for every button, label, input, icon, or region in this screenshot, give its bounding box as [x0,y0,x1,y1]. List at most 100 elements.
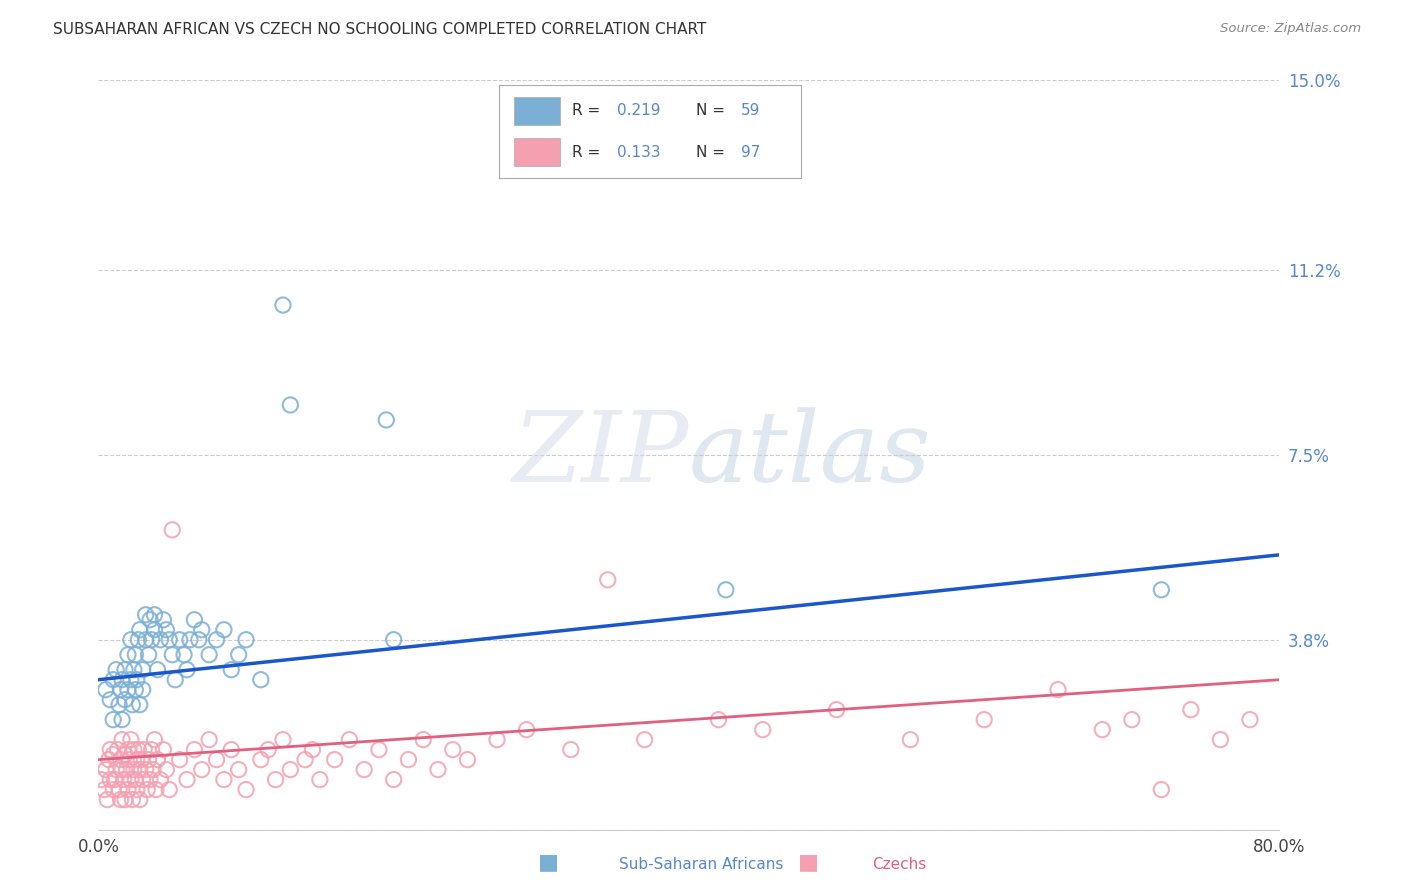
Point [198,732,221,747]
Point [117,742,139,756]
Point [191,623,214,637]
Point [125,673,148,687]
Point [105,763,128,777]
Point [235,632,257,647]
Point [122,763,145,777]
Point [191,763,214,777]
Point [120,732,142,747]
Point [900,732,922,747]
Point [165,673,187,687]
Text: SUBSAHARAN AFRICAN VS CZECH NO SCHOOLING COMPLETED CORRELATION CHART: SUBSAHARAN AFRICAN VS CZECH NO SCHOOLING… [53,22,707,37]
Point [96,792,118,806]
Point [1121,713,1143,727]
Point [596,573,619,587]
Point [339,732,361,747]
Point [173,648,195,662]
Point [1091,723,1114,737]
Point [122,663,145,677]
Point [128,792,150,806]
Point [176,663,198,677]
Point [257,742,280,756]
Text: R =: R = [572,145,605,160]
Point [162,648,183,662]
Point [176,772,198,787]
Point [103,782,125,797]
Point [398,753,420,767]
Point [143,607,166,622]
Text: Source: ZipAtlas.com: Source: ZipAtlas.com [1220,22,1361,36]
Point [157,782,180,797]
Point [250,673,273,687]
Text: 0.219: 0.219 [617,103,661,119]
Point [132,682,155,697]
Point [187,632,209,647]
Text: ■: ■ [538,853,558,872]
Point [228,763,250,777]
Point [368,742,391,756]
Point [127,632,149,647]
Point [138,753,160,767]
Point [143,623,166,637]
Point [309,772,332,787]
Point [112,772,135,787]
Point [221,742,243,756]
Point [169,632,191,647]
Text: 59: 59 [741,103,761,119]
Point [98,772,121,787]
Point [155,763,177,777]
Text: 97: 97 [741,145,761,160]
Point [375,413,398,427]
Point [1150,582,1173,597]
Point [135,632,157,647]
Point [111,732,134,747]
Point [516,723,538,737]
Point [752,723,775,737]
Point [280,398,302,412]
Point [103,713,125,727]
Point [139,772,162,787]
Point [212,623,235,637]
Point [129,753,152,767]
Point [183,742,205,756]
Text: atlas: atlas [689,408,932,502]
Point [124,648,146,662]
Point [145,782,167,797]
Point [110,682,132,697]
Text: R =: R = [572,103,605,119]
Point [294,753,316,767]
Text: ■: ■ [799,853,818,872]
Point [128,763,150,777]
Point [825,703,848,717]
Point [98,742,121,756]
Point [157,632,180,647]
Point [634,732,657,747]
Point [179,632,201,647]
Point [212,772,235,787]
Point [134,742,156,756]
Point [122,742,145,756]
Point [120,772,142,787]
Point [228,648,250,662]
Point [125,782,148,797]
Point [117,648,139,662]
Point [111,713,134,727]
Point [152,613,174,627]
Point [115,763,138,777]
Point [1046,682,1070,697]
Point [973,713,995,727]
Point [94,682,117,697]
Point [146,663,169,677]
FancyBboxPatch shape [515,97,560,125]
Point [1180,703,1202,717]
Point [110,753,132,767]
Point [155,623,177,637]
Point [125,753,148,767]
Point [382,772,405,787]
Point [128,698,150,712]
Point [94,763,117,777]
Point [141,742,163,756]
Point [382,632,405,647]
Point [221,663,243,677]
Point [138,648,160,662]
Point [114,663,136,677]
